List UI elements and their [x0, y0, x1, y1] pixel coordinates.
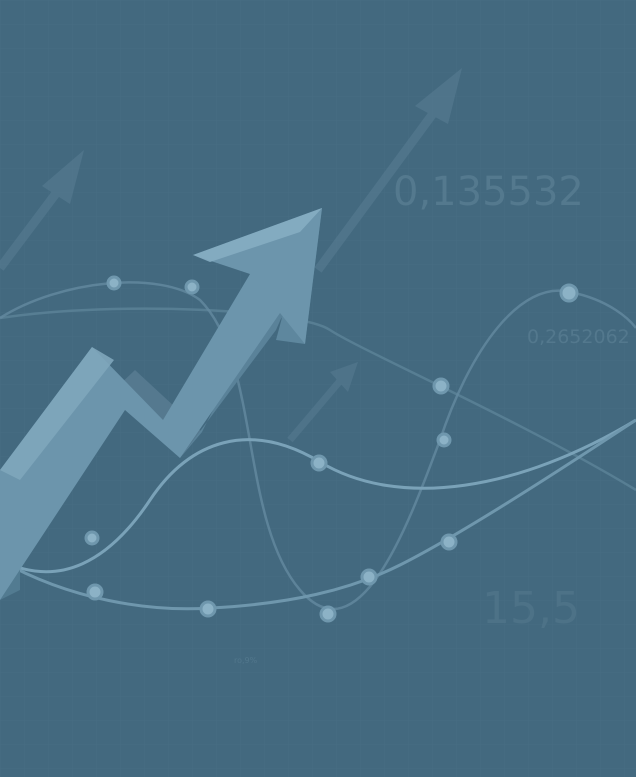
growth-arrow-icon [0, 208, 322, 600]
dot [184, 279, 200, 295]
curve-bright [0, 418, 636, 574]
curve-dots [84, 275, 579, 623]
dot [319, 605, 337, 623]
dot [106, 275, 122, 291]
dot [86, 583, 104, 601]
number-large: 0,135532 [393, 169, 584, 215]
curve-straight [0, 307, 636, 492]
dot [310, 454, 328, 472]
faint-arrow-right-icon [314, 68, 462, 273]
dot [432, 377, 450, 395]
dot [84, 530, 100, 546]
dot [199, 600, 217, 618]
arrow-front-face [0, 208, 322, 600]
dot [360, 568, 378, 586]
number-bottom: 15,5 [482, 583, 580, 634]
dot [559, 283, 579, 303]
dot [436, 432, 452, 448]
faint-arrow-left-icon [0, 150, 84, 271]
faint-arrow-middle-icon [287, 362, 358, 443]
tiny-note: ro,9% [234, 656, 258, 665]
dot [440, 533, 458, 551]
number-small: 0,2652062 [527, 326, 630, 348]
curve-bottom [0, 418, 636, 611]
